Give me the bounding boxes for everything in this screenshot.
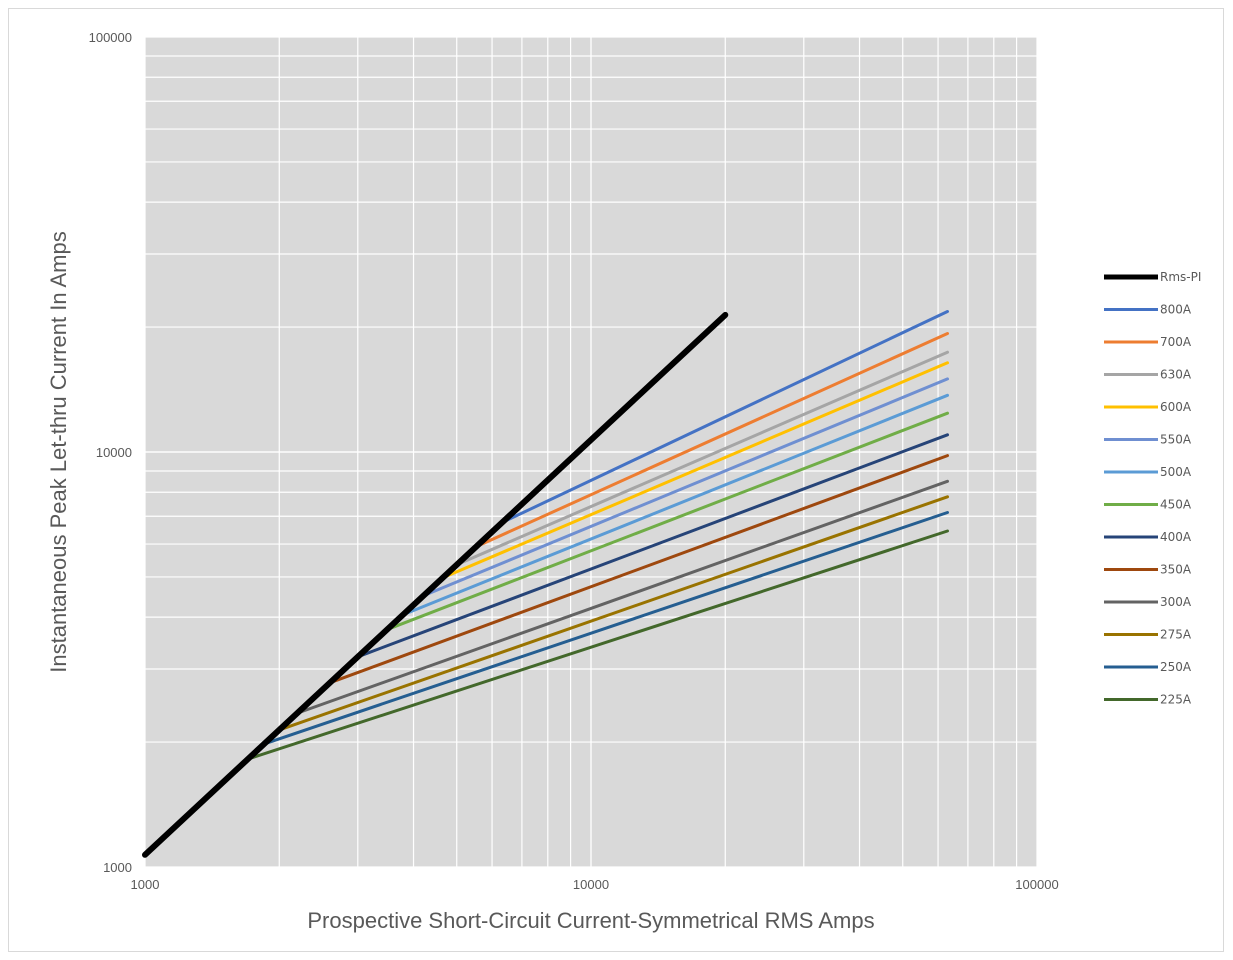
legend-label: 400A	[1160, 530, 1192, 544]
x-tick-label: 100000	[1015, 877, 1058, 892]
legend-label: 225A	[1160, 693, 1192, 707]
series-line-225a	[246, 529, 949, 761]
x-axis-title: Prospective Short-Circuit Current-Symmet…	[307, 908, 874, 933]
legend-label: 500A	[1160, 465, 1192, 479]
legend-label: 630A	[1160, 368, 1192, 382]
y-tick-label: 1000	[103, 860, 132, 875]
series-line-275a	[277, 495, 949, 732]
series-line-250a	[262, 511, 949, 746]
y-axis-title: Instantaneous Peak Let-thru Current In A…	[46, 231, 71, 672]
legend-label: 350A	[1160, 563, 1192, 577]
legend-label: 450A	[1160, 498, 1192, 512]
series-line-500a	[402, 393, 949, 616]
grid-lines	[144, 36, 1038, 868]
legend-label: 250A	[1160, 660, 1192, 674]
series-line-450a	[386, 411, 949, 631]
legend-label: 550A	[1160, 433, 1192, 447]
legend: Rms-PI 800A 700A 630A 600A 550A 500A 450A 400A 35…	[1104, 270, 1201, 707]
legend-label: 600A	[1160, 400, 1192, 414]
series-line-800a	[500, 310, 949, 525]
legend-label: 275A	[1160, 628, 1192, 642]
series-line-300a	[296, 479, 949, 715]
series-lines	[142, 310, 949, 858]
series-line-550a	[421, 377, 949, 598]
series-line-630a	[455, 350, 949, 567]
legend-label: 800A	[1160, 303, 1192, 317]
legend-label: 700A	[1160, 335, 1192, 349]
series-line-700a	[473, 332, 949, 549]
legend-label: Rms-PI	[1160, 270, 1201, 284]
y-tick-label: 100000	[89, 30, 132, 45]
series-line-rms-pi	[142, 311, 729, 858]
series-line-350a	[328, 454, 949, 685]
legend-label: 300A	[1160, 595, 1192, 609]
x-tick-label: 10000	[573, 877, 609, 892]
tick-labels: 1000 10000 100000 1000 10000 100000	[89, 30, 1059, 892]
y-tick-label: 10000	[96, 445, 132, 460]
series-line-400a	[356, 433, 949, 659]
series-line-600a	[443, 361, 949, 579]
x-tick-label: 1000	[131, 877, 160, 892]
